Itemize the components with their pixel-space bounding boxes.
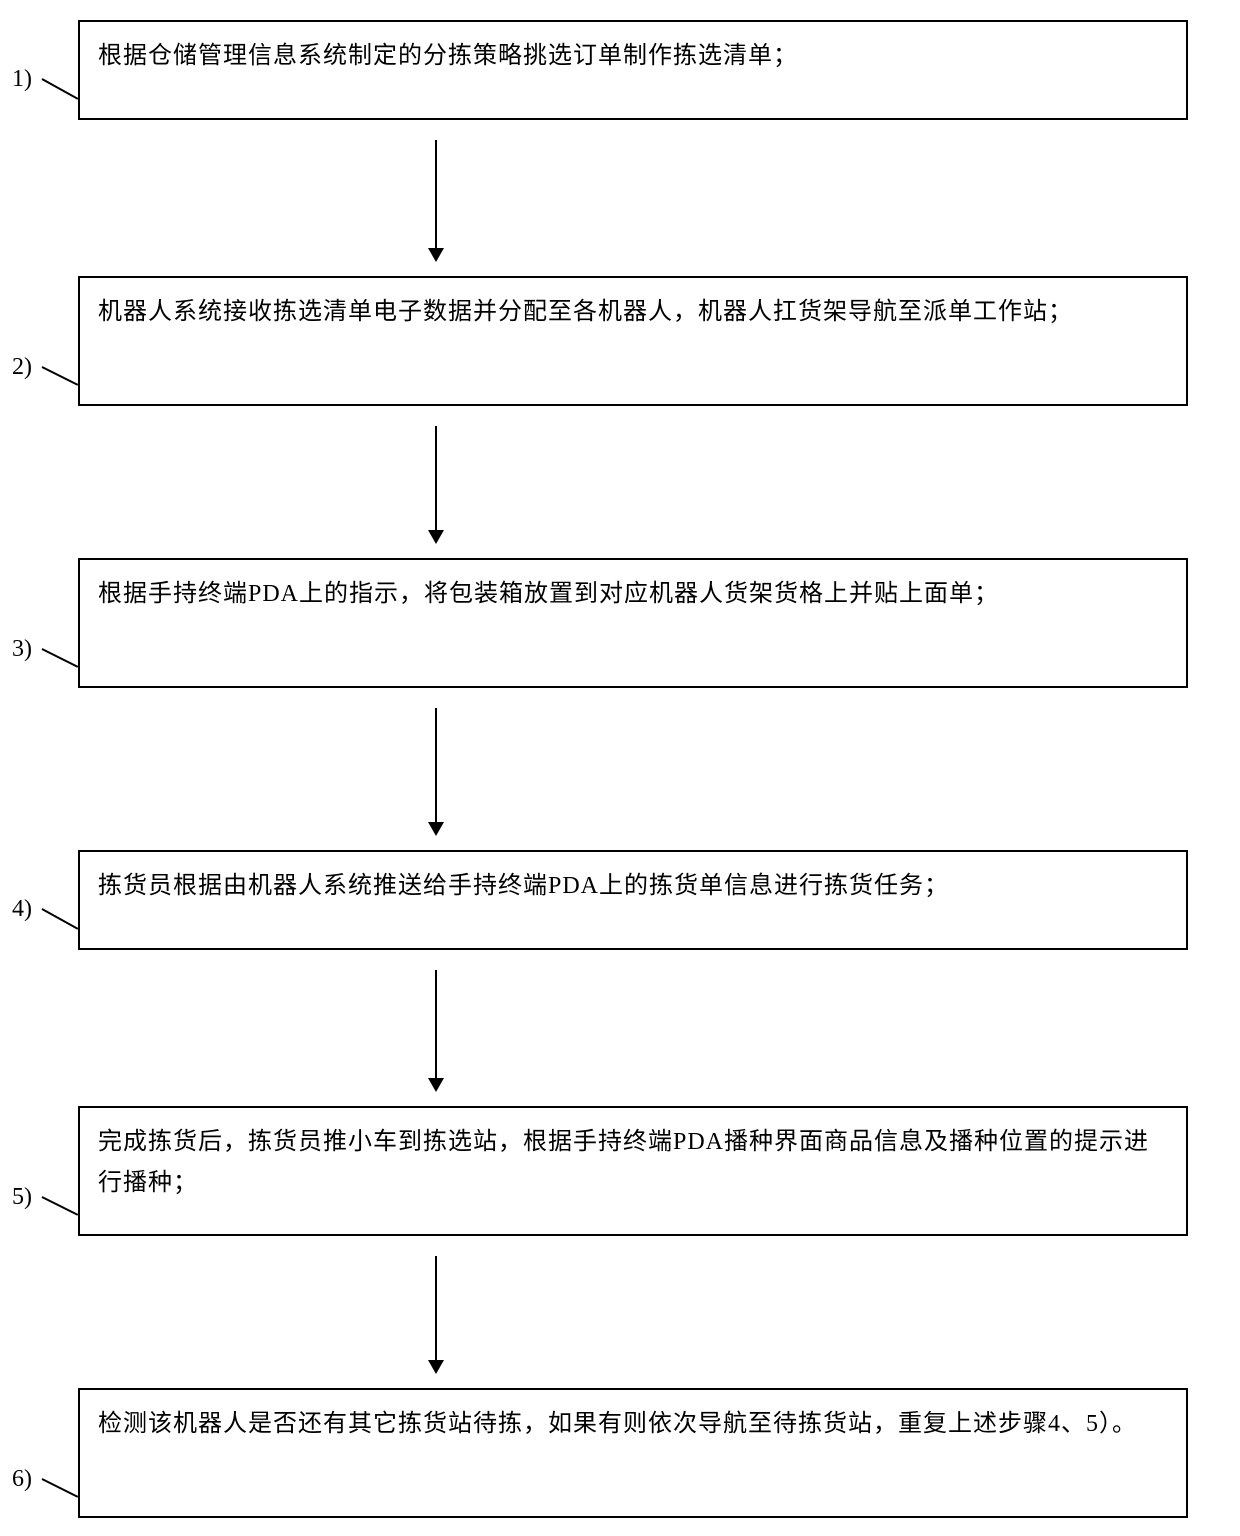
leader-line-3 xyxy=(42,648,79,668)
step-box-5: 完成拣货后，拣货员推小车到拣选站，根据手持终端PDA播种界面商品信息及播种位置的… xyxy=(78,1106,1188,1236)
arrow-line-3 xyxy=(435,708,437,822)
step-box-6: 检测该机器人是否还有其它拣货站待拣，如果有则依次导航至待拣货站，重复上述步骤4、… xyxy=(78,1388,1188,1518)
step-number-5: 5) xyxy=(12,1184,32,1211)
arrow-line-5 xyxy=(435,1256,437,1360)
arrow-head-1 xyxy=(428,248,444,262)
arrow-head-4 xyxy=(428,1078,444,1092)
flowchart-canvas: 1) 根据仓储管理信息系统制定的分拣策略挑选订单制作拣选清单； 2) 机器人系统接收拣… xyxy=(0,0,1240,1536)
step-number-6: 6) xyxy=(12,1466,32,1493)
step-box-3: 根据手持终端PDA上的指示，将包装箱放置到对应机器人货架货格上并贴上面单； xyxy=(78,558,1188,688)
leader-line-6 xyxy=(42,1478,79,1498)
step-text-3: 根据手持终端PDA上的指示，将包装箱放置到对应机器人货架货格上并贴上面单； xyxy=(98,574,999,615)
step-text-6: 检测该机器人是否还有其它拣货站待拣，如果有则依次导航至待拣货站，重复上述步骤4、… xyxy=(98,1404,1137,1445)
step-number-1: 1) xyxy=(12,66,32,93)
step-number-4: 4) xyxy=(12,896,32,923)
arrow-head-3 xyxy=(428,822,444,836)
step-text-2: 机器人系统接收拣选清单电子数据并分配至各机器人，机器人扛货架导航至派单工作站； xyxy=(98,292,1073,333)
step-text-1: 根据仓储管理信息系统制定的分拣策略挑选订单制作拣选清单； xyxy=(98,36,798,77)
step-text-5: 完成拣货后，拣货员推小车到拣选站，根据手持终端PDA播种界面商品信息及播种位置的… xyxy=(98,1122,1168,1204)
step-box-1: 根据仓储管理信息系统制定的分拣策略挑选订单制作拣选清单； xyxy=(78,20,1188,120)
step-box-2: 机器人系统接收拣选清单电子数据并分配至各机器人，机器人扛货架导航至派单工作站； xyxy=(78,276,1188,406)
leader-line-5 xyxy=(42,1196,79,1216)
step-box-4: 拣货员根据由机器人系统推送给手持终端PDA上的拣货单信息进行拣货任务； xyxy=(78,850,1188,950)
step-number-3: 3) xyxy=(12,636,32,663)
arrow-head-2 xyxy=(428,530,444,544)
leader-line-2 xyxy=(42,366,79,386)
step-number-2: 2) xyxy=(12,354,32,381)
leader-line-1 xyxy=(42,78,79,100)
arrow-line-4 xyxy=(435,970,437,1078)
arrow-head-5 xyxy=(428,1360,444,1374)
leader-line-4 xyxy=(42,908,79,930)
arrow-line-1 xyxy=(435,140,437,248)
arrow-line-2 xyxy=(435,426,437,530)
step-text-4: 拣货员根据由机器人系统推送给手持终端PDA上的拣货单信息进行拣货任务； xyxy=(98,866,949,907)
